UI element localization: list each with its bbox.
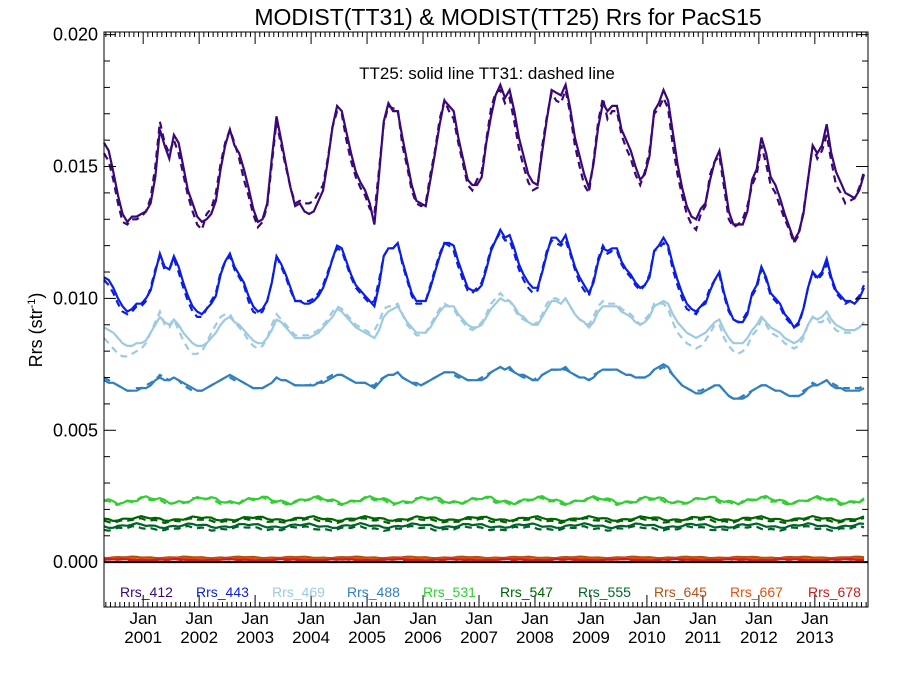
legend-entry-rrs-645: Rrs_645: [654, 584, 707, 600]
x-tick-label-month: Jan: [241, 609, 268, 628]
x-tick-label-year: 2012: [740, 628, 778, 647]
legend-entry-rrs-443: Rrs_443: [196, 584, 249, 600]
rrs-547-tt25-solid-line: [103, 514, 865, 523]
y-tick-label: 0.005: [53, 420, 98, 440]
rrs-469-tt31-dashed-line: [103, 291, 865, 358]
x-tick-label-month: Jan: [297, 609, 324, 628]
y-axis-label-superscript: -1: [26, 299, 38, 309]
rrs-469-tt25-solid-line: [103, 296, 865, 347]
x-tick-label-year: 2007: [460, 628, 498, 647]
y-tick-label: 0.010: [53, 288, 98, 308]
x-axis: Jan2001Jan2002Jan2003Jan2004Jan2005Jan20…: [105, 32, 867, 647]
y-tick-label: 0.015: [53, 157, 98, 177]
y-axis-label: Rrs (str-1): [26, 293, 46, 368]
x-tick-label-month: Jan: [745, 609, 772, 628]
legend-entry-rrs-488: Rrs_488: [347, 584, 400, 600]
x-tick-label-year: 2011: [685, 628, 722, 647]
plot-frame: [103, 31, 869, 608]
x-tick-label-month: Jan: [129, 609, 156, 628]
rrs-488-tt25-solid-line: [103, 363, 865, 400]
x-tick-label-year: 2004: [292, 628, 330, 647]
x-tick-label-year: 2013: [796, 628, 834, 647]
y-tick-label: 0.000: [53, 552, 98, 572]
y-tick-label: 0.020: [53, 25, 98, 45]
y-axis-label-text: Rrs (str: [26, 308, 46, 367]
line-style-annotation: TT25: solid line TT31: dashed line: [359, 64, 615, 83]
x-tick-label-month: Jan: [577, 609, 604, 628]
legend-entry-rrs-412: Rrs_412: [120, 584, 173, 600]
y-axis: 0.000 0.005 0.010 0.015 0.020: [53, 25, 868, 572]
legend-entry-rrs-678: Rrs_678: [808, 584, 861, 600]
x-tick-label-year: 2003: [236, 628, 274, 647]
chart-title: MODIST(TT31) & MODIST(TT25) Rrs for PacS…: [254, 4, 761, 30]
x-tick-label-year: 2010: [628, 628, 666, 647]
legend: Rrs_412 Rrs_443 Rrs_469 Rrs_488 Rrs_531 Rrs_5…: [120, 584, 861, 600]
series-layer: [103, 81, 866, 563]
rrs-678-tt25-solid-line: [103, 557, 865, 562]
legend-entry-rrs-667: Rrs_667: [730, 584, 783, 600]
rrs-555-tt25-solid-line: [103, 522, 865, 530]
rrs-412-tt25-solid-line: [103, 81, 866, 243]
legend-entry-rrs-547: Rrs_547: [500, 584, 553, 600]
x-tick-label-month: Jan: [353, 609, 380, 628]
x-tick-label-month: Jan: [409, 609, 436, 628]
x-tick-label-year: 2006: [404, 628, 442, 647]
rrs-531-tt25-solid-line: [103, 494, 865, 506]
x-tick-label-year: 2005: [348, 628, 386, 647]
x-tick-label-month: Jan: [689, 609, 716, 628]
rrs-488-tt31-dashed-line: [103, 365, 865, 400]
x-tick-label-month: Jan: [801, 609, 828, 628]
y-axis-label-close: ): [26, 293, 46, 299]
x-tick-label-year: 2009: [572, 628, 610, 647]
x-tick-label-month: Jan: [633, 609, 660, 628]
legend-entry-rrs-555: Rrs_555: [578, 584, 631, 600]
rrs-443-tt25-solid-line: [103, 227, 866, 330]
x-tick-label-year: 2008: [516, 628, 554, 647]
x-tick-label-year: 2001: [124, 628, 162, 647]
x-tick-label-month: Jan: [185, 609, 212, 628]
x-tick-label-month: Jan: [465, 609, 492, 628]
rrs-555-tt31-dashed-line: [103, 524, 865, 533]
legend-entry-rrs-469: Rrs_469: [272, 584, 325, 600]
x-tick-label-year: 2002: [180, 628, 218, 647]
x-tick-label-month: Jan: [521, 609, 548, 628]
legend-entry-rrs-531: Rrs_531: [423, 584, 476, 600]
